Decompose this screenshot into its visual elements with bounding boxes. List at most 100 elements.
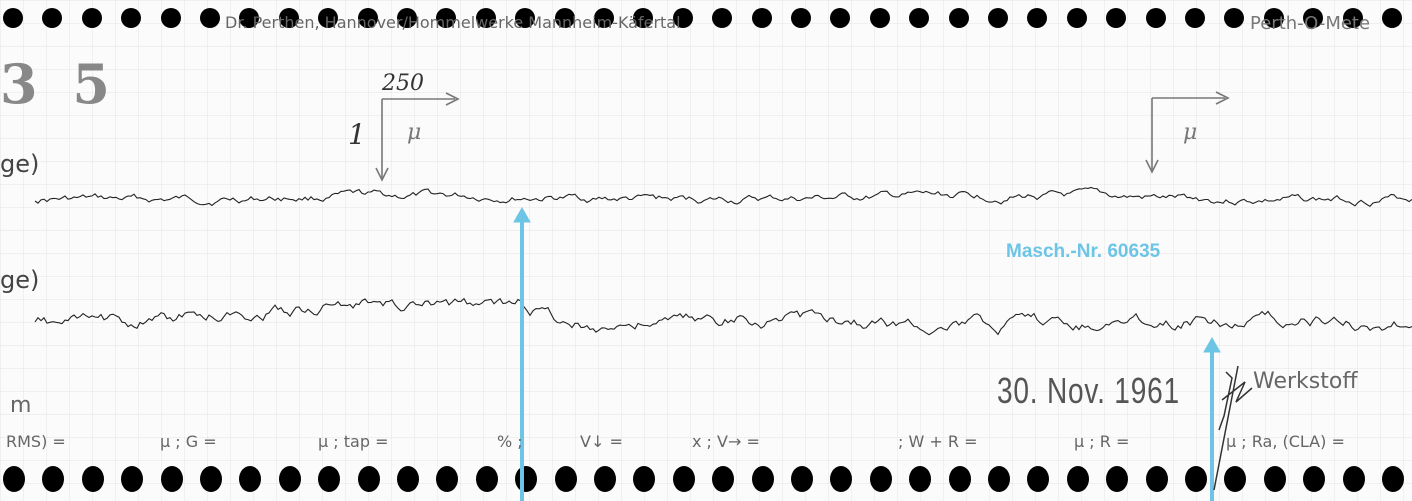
- param-w-r: ; W + R =: [898, 432, 978, 451]
- param-v-horizontal: x ; V→ =: [692, 432, 760, 451]
- perforation-bottom: [0, 462, 1412, 496]
- perforation-hole: [633, 8, 654, 28]
- perforation-hole: [554, 466, 577, 492]
- perforation-hole: [515, 8, 536, 28]
- perforation-hole: [1382, 466, 1404, 492]
- row-label-2: ge): [0, 266, 40, 294]
- perforation-hole: [1303, 8, 1324, 28]
- perforation-hole: [278, 8, 299, 28]
- perforation-hole: [869, 466, 892, 492]
- perforation-hole: [81, 466, 104, 492]
- perforation-hole: [357, 8, 378, 28]
- param-r: μ ; R =: [1074, 432, 1130, 451]
- perforation-hole: [436, 8, 457, 28]
- perforation-hole: [121, 466, 144, 492]
- perforation-hole: [830, 466, 853, 492]
- perforation-hole: [1145, 466, 1168, 492]
- perforation-hole: [594, 8, 614, 28]
- perforation-hole: [909, 8, 930, 28]
- machine-number-stamp: Masch.-Nr. 60635: [1006, 241, 1161, 262]
- product-name: Perth-O-Mete: [1250, 13, 1371, 34]
- perforation-hole: [278, 466, 301, 492]
- perforation-hole: [1342, 8, 1363, 28]
- perforation-hole: [42, 8, 63, 28]
- blue-marker-arrows: [513, 206, 1221, 501]
- vertical-magnification: 1: [348, 118, 366, 151]
- perforation-hole: [81, 8, 102, 28]
- perforation-hole: [1263, 466, 1286, 492]
- perforation-hole: [3, 8, 23, 28]
- perforation-hole: [121, 8, 142, 28]
- param-g: μ ; G =: [160, 432, 217, 451]
- perforation-hole: [1342, 466, 1365, 492]
- unit-micron-left: μ: [407, 120, 422, 145]
- perforation-hole: [791, 8, 811, 28]
- perforation-hole: [988, 466, 1010, 492]
- perforation-hole: [318, 8, 339, 28]
- perforation-hole: [1185, 466, 1207, 492]
- perforation-hole: [791, 466, 813, 492]
- material-label: Werkstoff: [1253, 369, 1358, 394]
- perforation-hole: [1106, 8, 1127, 28]
- perforation-hole: [1303, 466, 1326, 492]
- date-stamp: 30. Nov. 1961: [997, 370, 1180, 411]
- perforation-hole: [475, 8, 496, 28]
- perforation-hole: [239, 8, 260, 28]
- perforation-hole: [160, 466, 183, 492]
- perforation-hole: [1066, 466, 1089, 492]
- param-ra-cla: μ ; Ra, (CLA) =: [1226, 432, 1345, 451]
- perforation-hole: [712, 466, 735, 492]
- perforation-hole: [988, 8, 1008, 28]
- perforation-hole: [397, 8, 417, 28]
- unit-micron-right: μ: [1183, 120, 1198, 145]
- perforation-hole: [672, 8, 693, 28]
- perforation-hole: [42, 466, 65, 492]
- perforation-hole: [712, 8, 733, 28]
- row-label-3: m: [10, 393, 32, 418]
- scale-arrows: [375, 91, 1230, 182]
- perforation-hole: [672, 466, 695, 492]
- perforation-hole: [1145, 8, 1166, 28]
- perforation-hole: [1185, 8, 1205, 28]
- perforation-hole: [751, 466, 774, 492]
- param-percent: % ;: [497, 432, 523, 451]
- perforation-hole: [1224, 8, 1245, 28]
- param-rms: RMS) =: [6, 432, 66, 451]
- perforation-hole: [1066, 8, 1087, 28]
- perforation-hole: [594, 466, 616, 492]
- perforation-hole: [200, 466, 222, 492]
- perforation-hole: [1106, 466, 1129, 492]
- perforation-hole: [239, 466, 262, 492]
- perforation-hole: [200, 8, 220, 28]
- perforation-hole: [357, 466, 380, 492]
- perforation-top: [0, 0, 1412, 34]
- perforation-hole: [160, 8, 181, 28]
- param-tap: μ ; tap =: [318, 432, 389, 451]
- perforation-hole: [1224, 466, 1247, 492]
- perforation-hole: [318, 466, 341, 492]
- manufacturer-header: Dr. Perthen, Hannover/Hommelwerke Mannhe…: [225, 13, 681, 32]
- perforation-hole: [830, 8, 851, 28]
- perforation-hole: [633, 466, 656, 492]
- perforation-hole: [909, 466, 932, 492]
- signature: [1213, 365, 1253, 491]
- perforation-hole: [948, 8, 969, 28]
- perforation-hole: [1027, 8, 1048, 28]
- perforation-hole: [1382, 8, 1402, 28]
- profile-trace-1: [34, 186, 1412, 207]
- perforation-hole: [475, 466, 498, 492]
- perforation-hole: [554, 8, 575, 28]
- perforation-hole: [3, 466, 25, 492]
- perforation-hole: [1263, 8, 1284, 28]
- row-label-1: ge): [0, 150, 40, 178]
- chart-number: 3 5: [0, 52, 118, 116]
- perforation-hole: [751, 8, 772, 28]
- perforation-hole: [436, 466, 459, 492]
- perforation-hole: [869, 8, 890, 28]
- profile-trace-2: [34, 297, 1412, 336]
- param-v-vertical: V↓ =: [580, 432, 623, 451]
- perforation-hole: [397, 466, 419, 492]
- perforation-hole: [948, 466, 971, 492]
